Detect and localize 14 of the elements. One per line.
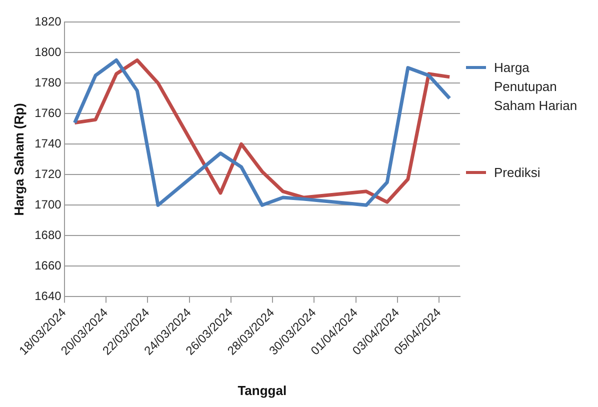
y-tick-label: 1760 [34, 106, 62, 120]
y-axis-title: Harga Saham (Rp) [11, 103, 26, 216]
y-tick-label: 1780 [34, 75, 62, 90]
y-tick-label: 1660 [34, 258, 62, 273]
y-tick-label: 1680 [34, 228, 62, 242]
y-tick-label: 1700 [34, 197, 62, 212]
y-tick-label: 1800 [34, 44, 62, 59]
y-tick-label: 1740 [34, 136, 62, 150]
y-tick-label: 1720 [34, 166, 62, 181]
x-axis-title: Tanggal [238, 382, 287, 398]
y-tick-label: 1640 [34, 289, 62, 304]
y-tick-label: 1820 [34, 14, 62, 28]
legend-label: Prediksi [494, 164, 540, 182]
legend-label: Harga Penutupan Saham Harian [494, 59, 578, 115]
